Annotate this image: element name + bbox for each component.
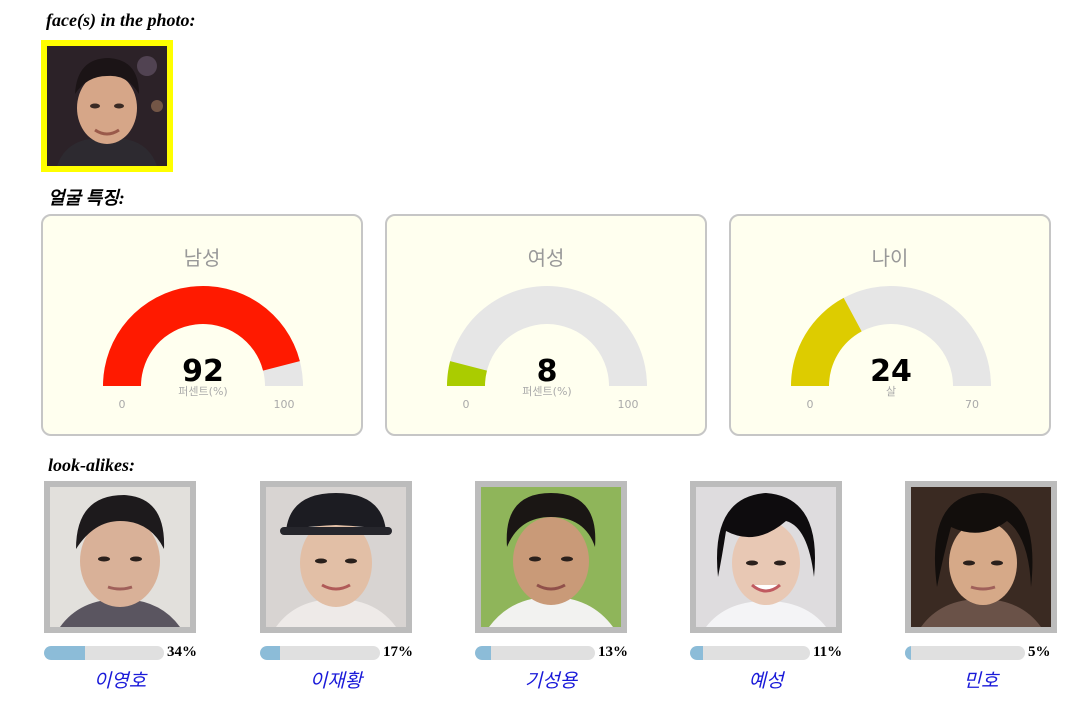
gauge-min-label: 0: [463, 398, 470, 411]
lookalike-photo-frame[interactable]: [690, 481, 842, 633]
gauge-min-label: 0: [119, 398, 126, 411]
lookalike-name-link[interactable]: 기성용: [524, 670, 578, 692]
gauge-card-age: 24 살 0 70 나이: [729, 214, 1051, 436]
lookalike-card: 17% 이재황: [260, 481, 414, 692]
gauge-fill: [447, 361, 487, 386]
similarity-percent: 5%: [1028, 644, 1051, 660]
gauge-max-label: 100: [618, 398, 639, 411]
gauge-max-label: 70: [965, 398, 979, 411]
lookalike-name-link[interactable]: 예성: [748, 670, 784, 692]
lookalike-card: 11% 예성: [690, 481, 844, 692]
lookalike-card: 34% 이영호: [44, 481, 198, 692]
similarity-bar-fill: [475, 646, 491, 660]
similarity-bar: [475, 646, 595, 660]
similarity-bar: [905, 646, 1025, 660]
lookalike-card: 5% 민호: [905, 481, 1059, 692]
lookalike-name-link[interactable]: 이영호: [93, 670, 147, 692]
lookalike-photo-frame[interactable]: [475, 481, 627, 633]
gauge-value: 24: [870, 354, 912, 389]
similarity-bar: [44, 646, 164, 660]
gauge-title: 남성: [183, 246, 221, 270]
detected-face-thumbnail[interactable]: [41, 40, 173, 172]
similarity-bar-fill: [260, 646, 281, 660]
lookalikes-section-title: look-alikes:: [48, 455, 135, 475]
lookalike-name-link[interactable]: 이재황: [309, 670, 363, 692]
lookalike-photo: [266, 487, 406, 627]
detected-face-photo: [47, 46, 167, 166]
lookalike-photo-frame[interactable]: [44, 481, 196, 633]
gauge-svg: 24살 0 70: [791, 286, 991, 411]
gauge-max-label: 100: [274, 398, 295, 411]
similarity-bar: [690, 646, 810, 660]
lookalike-photo: [50, 487, 190, 627]
gauge-fill: [791, 297, 862, 386]
gauge-unit: 퍼센트(%): [178, 385, 227, 398]
lookalike-photo: [481, 487, 621, 627]
similarity-percent: 17%: [383, 644, 413, 660]
similarity-bar-fill: [905, 646, 911, 660]
gauge-value: 8: [537, 354, 558, 389]
gauge-title: 나이: [871, 246, 909, 270]
faces-section-title: face(s) in the photo:: [46, 10, 196, 30]
lookalike-photo-frame[interactable]: [905, 481, 1057, 633]
gauge-fill: [103, 286, 300, 386]
lookalike-photo: [911, 487, 1051, 627]
similarity-percent: 34%: [167, 644, 197, 660]
similarity-percent: 11%: [813, 644, 843, 660]
gauge-title: 여성: [527, 246, 565, 270]
similarity-percent: 13%: [598, 644, 628, 660]
lookalike-name-link[interactable]: 민호: [963, 670, 999, 692]
features-section-title: 얼굴 특징:: [48, 188, 125, 208]
gauge-track: [447, 286, 647, 386]
lookalike-card: 13% 기성용: [475, 481, 629, 692]
similarity-bar-fill: [690, 646, 704, 660]
gauge-card-female: 8 퍼센트(%) 0 100 여성: [385, 214, 707, 436]
similarity-bar: [260, 646, 380, 660]
lookalike-photo: [696, 487, 836, 627]
lookalike-photo-frame[interactable]: [260, 481, 412, 633]
gauge-min-label: 0: [807, 398, 814, 411]
gauge-value: 92: [182, 354, 224, 389]
gauge-unit: 퍼센트(%): [522, 385, 571, 398]
gauge-unit: 살: [886, 385, 896, 398]
similarity-bar-fill: [44, 646, 85, 660]
gauge-card-male: 92 퍼센트(%) 0 100 남성: [41, 214, 363, 436]
